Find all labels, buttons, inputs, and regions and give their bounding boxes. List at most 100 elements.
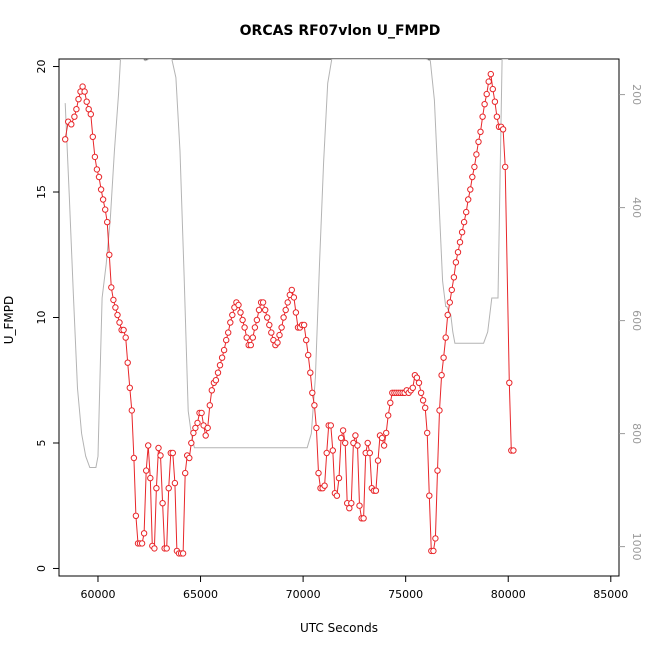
y-tick-label: 20: [35, 60, 48, 74]
data-point: [374, 457, 382, 464]
data-point: [440, 354, 447, 361]
data-point: [485, 78, 492, 85]
data-point: [186, 454, 193, 462]
y-tick-label: 0: [35, 565, 48, 572]
secondary-line: [64, 59, 509, 468]
data-point: [300, 321, 308, 329]
data-point: [454, 249, 462, 256]
data-point: [282, 306, 289, 314]
right-tick-label: 600: [630, 310, 643, 331]
data-point: [147, 474, 154, 482]
data-point: [124, 359, 131, 366]
data-point: [249, 334, 257, 341]
x-tick-label: 85000: [593, 588, 628, 601]
data-point: [465, 196, 472, 203]
data-point: [315, 469, 322, 477]
data-point: [426, 492, 433, 499]
data-point: [188, 439, 195, 447]
data-point: [510, 447, 517, 454]
data-point: [436, 407, 443, 414]
data-point: [179, 550, 187, 557]
data-point: [73, 106, 80, 113]
data-point: [155, 444, 162, 452]
data-point: [415, 379, 423, 386]
data-point: [153, 485, 160, 492]
data-point: [106, 251, 113, 259]
data-point: [253, 316, 261, 324]
data-point: [329, 447, 336, 454]
data-point: [216, 362, 224, 369]
data-point: [383, 429, 390, 437]
data-point: [356, 502, 363, 509]
plot-frame: [58, 58, 620, 577]
data-point: [380, 442, 388, 449]
right-tick-label: 200: [630, 84, 643, 105]
data-point: [157, 452, 164, 459]
data-point: [372, 487, 380, 494]
data-point: [255, 306, 263, 314]
x-tick-label: 60000: [80, 588, 115, 601]
data-point: [75, 96, 82, 103]
data-point: [452, 259, 460, 266]
data-point: [305, 351, 312, 359]
data-point: [83, 98, 90, 105]
data-point: [204, 424, 211, 432]
data-point: [303, 336, 310, 344]
data-point: [247, 341, 255, 349]
right-tick-label: 800: [630, 423, 643, 444]
data-point: [352, 432, 359, 439]
data-point: [235, 301, 242, 309]
data-point: [491, 98, 499, 105]
data-point: [274, 339, 281, 346]
data-point: [114, 311, 121, 319]
data-point: [475, 138, 482, 146]
data-point: [489, 85, 496, 93]
data-point: [122, 334, 129, 341]
data-point: [417, 389, 425, 396]
data-point: [99, 196, 107, 203]
data-point: [487, 70, 494, 78]
data-point: [138, 540, 146, 547]
data-point: [278, 324, 285, 331]
x-tick-label: 80000: [491, 588, 526, 601]
data-point: [442, 334, 449, 341]
data-point: [479, 113, 486, 120]
data-point: [239, 316, 246, 324]
data-point: [450, 274, 458, 281]
data-point: [311, 402, 318, 409]
data-point: [378, 434, 386, 442]
data-point: [145, 442, 152, 449]
data-point: [143, 467, 150, 474]
primary-series: [61, 70, 517, 557]
data-point: [262, 306, 269, 314]
data-point: [458, 229, 466, 236]
data-point: [409, 384, 416, 391]
data-point: [93, 166, 101, 173]
y-axis: 0 5 10 15 20: [35, 60, 59, 572]
data-point: [89, 133, 97, 141]
data-point: [225, 329, 232, 336]
x-tick-label: 65000: [183, 588, 218, 601]
data-point: [268, 329, 275, 336]
data-point: [182, 469, 189, 477]
data-point: [163, 545, 170, 552]
y-tick-label: 5: [35, 439, 48, 446]
y-axis-label: U_FMPD: [2, 296, 16, 345]
x-tick-label: 70000: [286, 588, 321, 601]
data-point: [227, 319, 234, 326]
data-point: [284, 299, 291, 306]
data-point: [467, 186, 474, 193]
data-point: [477, 128, 484, 136]
data-point: [202, 432, 209, 439]
data-point: [456, 239, 464, 246]
data-point: [120, 326, 127, 334]
data-point: [97, 186, 105, 193]
data-point: [104, 218, 111, 226]
data-point: [292, 309, 300, 316]
data-point: [333, 492, 341, 499]
data-point: [493, 113, 501, 120]
data-point: [348, 500, 355, 507]
secondary-series-line: [64, 59, 509, 468]
data-point: [448, 286, 455, 294]
